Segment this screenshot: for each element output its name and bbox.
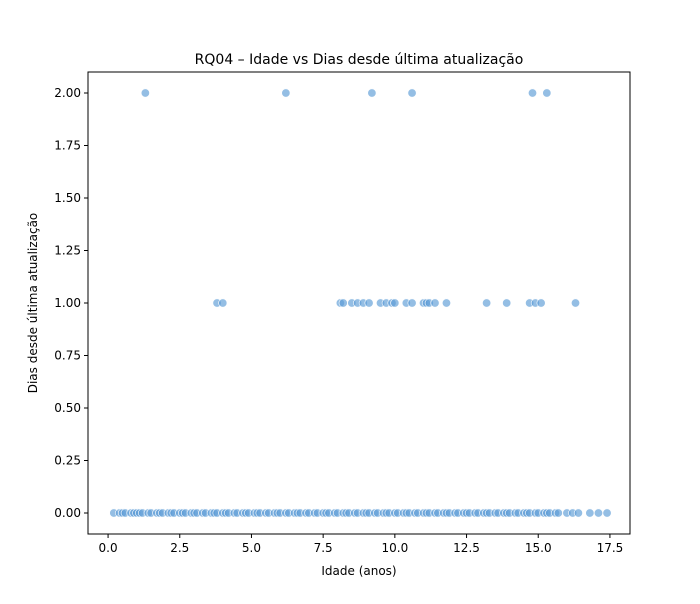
y-tick-label: 1.75	[54, 139, 81, 153]
y-tick-label: 0.75	[54, 349, 81, 363]
y-axis-ticks: 0.00 0.25 0.50 0.75 1.00 1.25 1.50 1.75 2.00	[54, 86, 88, 520]
data-point	[585, 508, 595, 518]
x-axis-ticks: 0.0 2.5 5.0 7.5 10.0 12.5 15.0 17.5	[99, 534, 624, 555]
y-tick-label: 1.00	[54, 296, 81, 310]
data-point	[571, 298, 581, 308]
data-point	[542, 88, 552, 98]
y-tick-label: 2.00	[54, 86, 81, 100]
x-tick-label: 15.0	[525, 541, 552, 555]
data-point	[281, 88, 291, 98]
data-point	[218, 298, 228, 308]
data-point	[407, 88, 417, 98]
y-tick-label: 0.00	[54, 506, 81, 520]
points-layer	[109, 88, 612, 518]
data-point	[527, 88, 537, 98]
data-point	[536, 298, 546, 308]
data-point	[602, 508, 612, 518]
data-point	[482, 298, 492, 308]
data-point	[441, 298, 451, 308]
x-tick-label: 17.5	[597, 541, 624, 555]
y-tick-label: 1.50	[54, 191, 81, 205]
data-point	[407, 298, 417, 308]
chart-title: RQ04 – Idade vs Dias desde última atuali…	[195, 52, 524, 68]
x-tick-label: 7.5	[314, 541, 333, 555]
data-point	[390, 298, 400, 308]
y-axis-label: Dias desde última atualização	[26, 213, 40, 394]
x-tick-label: 10.0	[381, 541, 408, 555]
x-tick-label: 12.5	[453, 541, 480, 555]
data-point	[140, 88, 150, 98]
x-axis-label: Idade (anos)	[321, 564, 396, 578]
data-point	[553, 508, 563, 518]
x-tick-label: 5.0	[242, 541, 261, 555]
data-point	[573, 508, 583, 518]
y-tick-label: 0.50	[54, 401, 81, 415]
data-point	[338, 298, 348, 308]
data-point	[593, 508, 603, 518]
x-tick-label: 0.0	[99, 541, 118, 555]
data-point	[502, 298, 512, 308]
data-point	[367, 88, 377, 98]
y-tick-label: 0.25	[54, 454, 81, 468]
data-point	[364, 298, 374, 308]
data-point	[430, 298, 440, 308]
x-tick-label: 2.5	[170, 541, 189, 555]
y-tick-label: 1.25	[54, 244, 81, 258]
